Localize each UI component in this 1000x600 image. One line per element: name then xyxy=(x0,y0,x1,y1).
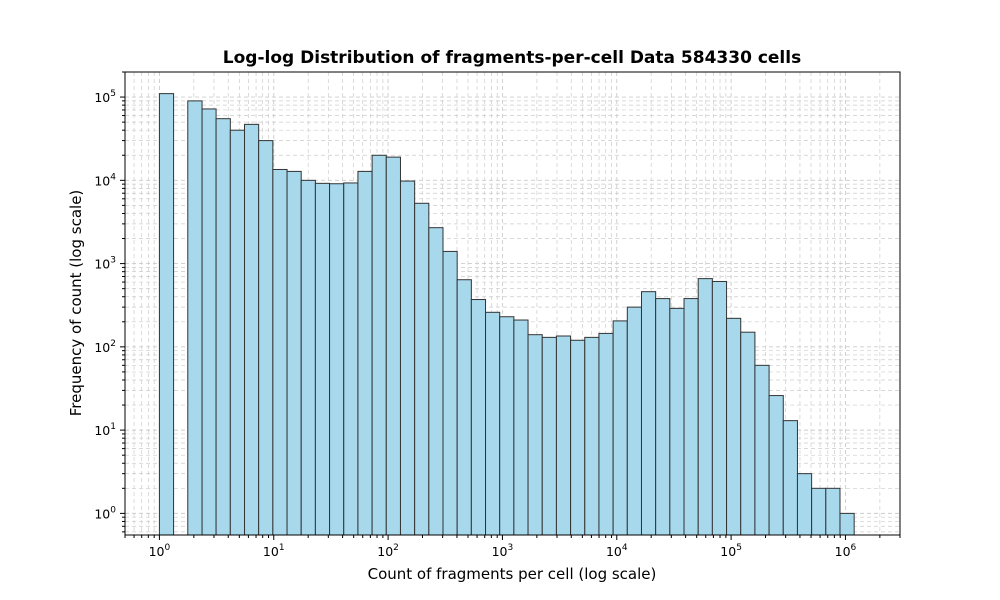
histogram-bar xyxy=(244,123,260,536)
histogram-bar xyxy=(796,473,813,536)
histogram-bar xyxy=(229,129,246,536)
chart-title: Log-log Distribution of fragments-per-ce… xyxy=(223,48,801,68)
y-tick-label: 102 xyxy=(94,339,116,355)
histogram-bar xyxy=(697,278,713,536)
histogram-bar xyxy=(371,154,387,536)
histogram-bar xyxy=(726,317,742,536)
histogram-bar xyxy=(300,179,316,536)
histogram-bar xyxy=(612,320,628,536)
histogram-bar xyxy=(414,202,430,536)
x-tick-label: 100 xyxy=(149,543,171,559)
histogram-bar xyxy=(399,180,416,536)
histogram-bar xyxy=(442,250,458,536)
histogram-bar xyxy=(286,170,302,536)
histogram-bar xyxy=(839,512,855,536)
x-tick-label: 101 xyxy=(263,543,285,559)
histogram-bar xyxy=(456,279,472,536)
histogram-bar xyxy=(343,182,359,536)
x-tick-label: 103 xyxy=(492,543,514,559)
histogram-bar xyxy=(555,335,572,536)
histogram-bar xyxy=(215,118,231,536)
histogram-bar xyxy=(640,291,657,536)
plot-frame xyxy=(124,71,901,536)
histogram-bar xyxy=(499,316,515,536)
y-tick-label: 104 xyxy=(94,172,116,188)
histogram-bar xyxy=(711,280,728,536)
histogram-bar xyxy=(513,319,529,536)
histogram-bar xyxy=(584,336,600,536)
histogram-bar xyxy=(329,183,345,536)
histogram-bar xyxy=(485,311,501,536)
histogram-bar xyxy=(428,227,444,536)
histogram-bar xyxy=(201,108,217,536)
x-tick-label: 104 xyxy=(606,543,628,559)
histogram-bar xyxy=(470,299,487,536)
histogram-bar xyxy=(782,420,798,536)
y-tick-label: 103 xyxy=(94,256,116,272)
histogram-bar xyxy=(314,182,331,536)
histogram-bar xyxy=(527,334,543,536)
y-tick-label: 100 xyxy=(94,505,116,521)
histogram-bar xyxy=(385,156,401,536)
histogram-bar xyxy=(655,298,671,536)
histogram-bar xyxy=(158,93,175,536)
ticks-layer: 100 101 102 103 104 105 106 100 101 102 103 104 105 xyxy=(94,71,901,559)
histogram-bar xyxy=(258,140,274,536)
histogram-bar xyxy=(272,168,288,536)
histogram-bar xyxy=(825,487,841,536)
x-tick-label: 102 xyxy=(377,543,399,559)
histogram-bar xyxy=(683,298,699,536)
x-tick-label: 106 xyxy=(835,543,857,559)
histogram-bar xyxy=(669,307,685,536)
bars-layer xyxy=(158,93,855,536)
histogram-bar xyxy=(541,336,557,536)
histogram-bar xyxy=(754,364,770,536)
x-tick-label: 105 xyxy=(720,543,742,559)
histogram-bar xyxy=(626,306,642,536)
histogram-bar xyxy=(187,100,203,536)
histogram-bar xyxy=(740,331,756,536)
histogram-bar xyxy=(768,395,784,536)
y-axis-label: Frequency of count (log scale) xyxy=(67,190,85,417)
x-axis-label: Count of fragments per cell (log scale) xyxy=(368,565,657,583)
y-tick-label: 105 xyxy=(94,89,116,105)
histogram-bar xyxy=(357,170,373,536)
y-tick-label: 101 xyxy=(94,422,116,438)
histogram-bar xyxy=(811,487,827,536)
histogram-bar xyxy=(598,332,614,536)
histogram-bar xyxy=(570,339,586,536)
